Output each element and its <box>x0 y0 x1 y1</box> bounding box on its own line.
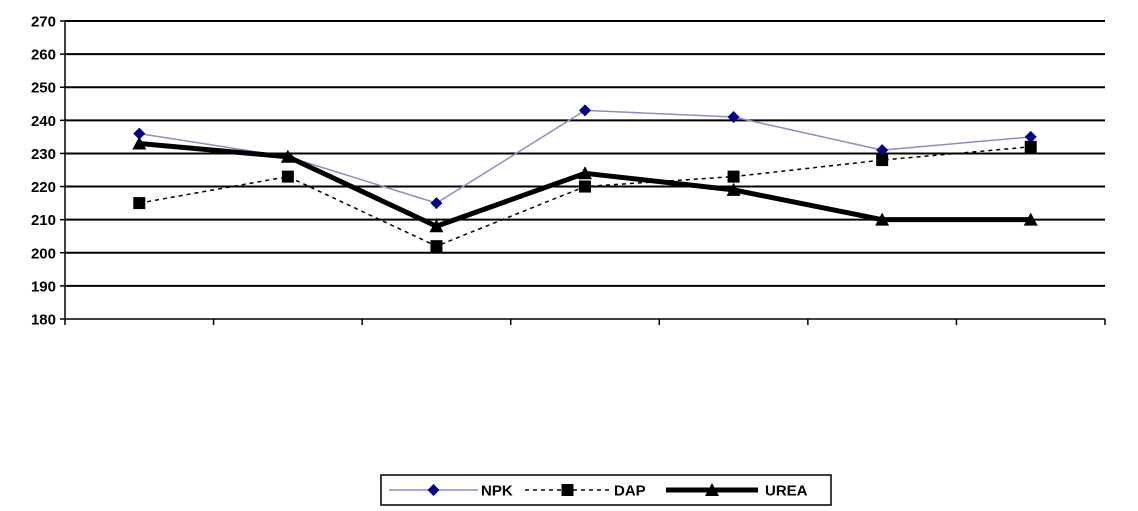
axes <box>60 20 1106 325</box>
data-point-npk <box>133 127 146 140</box>
y-tick-label: 230 <box>31 146 56 163</box>
data-point-npk <box>430 197 443 210</box>
legend-marker-urea <box>705 483 719 496</box>
legend-marker-npk <box>427 484 440 496</box>
y-tick-label: 210 <box>31 212 56 229</box>
y-tick-label: 260 <box>31 47 56 64</box>
data-point-urea <box>1023 212 1038 226</box>
data-point-dap <box>133 197 146 210</box>
y-tick-labels: 180 190 200 210 220 230 240 250 260 270 <box>31 14 56 329</box>
series-lines <box>132 104 1038 253</box>
data-point-urea <box>578 166 592 180</box>
data-point-urea <box>726 182 741 196</box>
data-point-urea <box>429 219 444 233</box>
data-point-dap <box>281 170 294 183</box>
data-point-urea <box>280 149 295 163</box>
y-tick-label: 250 <box>31 80 56 97</box>
data-point-urea <box>132 136 147 150</box>
data-point-dap <box>430 240 443 253</box>
y-tick-label: 240 <box>31 113 56 130</box>
data-point-npk <box>579 104 591 117</box>
legend-label-npk: NPK <box>481 483 513 500</box>
data-point-npk <box>1024 130 1037 143</box>
legend: NPK DAP UREA <box>380 474 832 506</box>
y-tick-label: 180 <box>31 312 56 329</box>
y-tick-label: 220 <box>31 179 56 196</box>
legend-marker-dap <box>561 484 574 496</box>
data-point-dap <box>579 180 591 193</box>
y-tick-label: 270 <box>31 14 56 31</box>
data-point-dap <box>1024 140 1037 153</box>
series-line-dap <box>139 146 1031 247</box>
legend-label-dap: DAP <box>614 483 646 500</box>
data-point-npk <box>727 111 740 124</box>
data-point-npk <box>876 144 889 157</box>
data-point-urea <box>875 212 890 226</box>
y-tick-label: 200 <box>31 245 56 262</box>
data-point-dap <box>876 154 889 167</box>
data-point-dap <box>727 170 740 183</box>
y-tick-label: 190 <box>31 278 56 295</box>
legend-label-urea: UREA <box>765 483 808 500</box>
